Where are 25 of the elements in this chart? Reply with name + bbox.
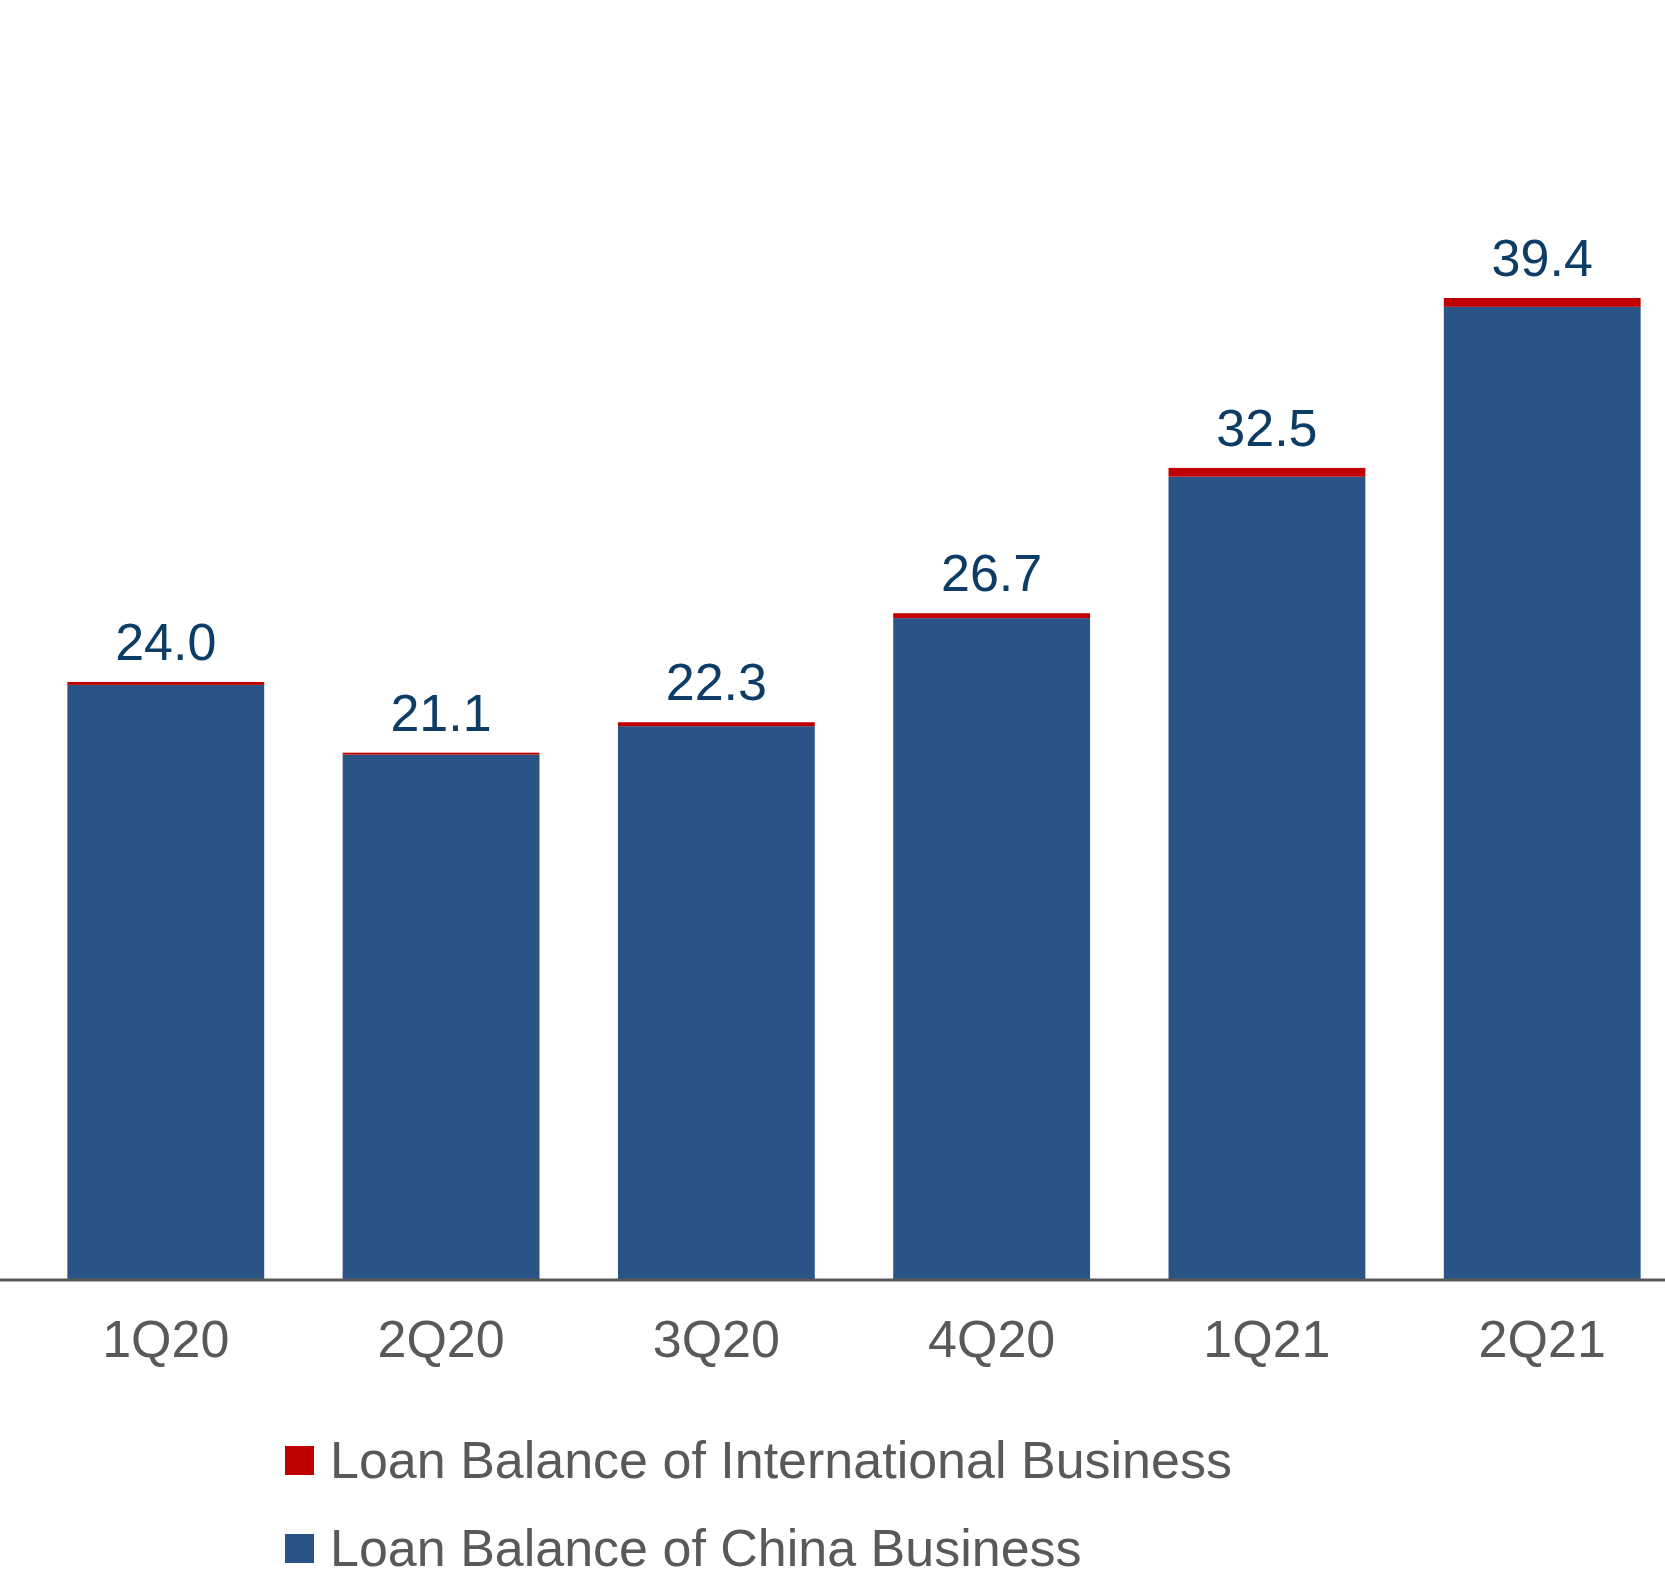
- bar: [893, 618, 1091, 1280]
- annotation: 39.4: [1491, 229, 1593, 287]
- x-tick-label: 2Q21: [1478, 1309, 1606, 1368]
- x-tick-label: 1Q21: [1203, 1309, 1331, 1368]
- x-tick-label: 2Q20: [377, 1309, 505, 1368]
- bar: [67, 684, 265, 1280]
- bar: [67, 681, 265, 685]
- bar: [1443, 306, 1641, 1280]
- bar: [1443, 298, 1641, 307]
- bar: [342, 754, 540, 1280]
- bar: [617, 726, 815, 1280]
- annotation: 21.1: [390, 683, 492, 742]
- x-tick-label: 1Q20: [102, 1309, 230, 1368]
- legend-label: Loan Balance of International Business: [330, 1431, 1232, 1489]
- annotation: 26.7: [941, 544, 1043, 603]
- bar: [617, 722, 815, 727]
- annotation: 24.0: [115, 612, 217, 671]
- annotation: 22.3: [665, 653, 767, 712]
- x-tick-label: 3Q20: [652, 1309, 780, 1368]
- annotation: 32.5: [1216, 398, 1318, 457]
- legend-label: Loan Balance of China Business: [330, 1519, 1082, 1577]
- bar: [893, 613, 1091, 619]
- bar: [1168, 467, 1366, 477]
- bar: [1168, 476, 1366, 1280]
- x-tick-label: 4Q20: [928, 1309, 1056, 1368]
